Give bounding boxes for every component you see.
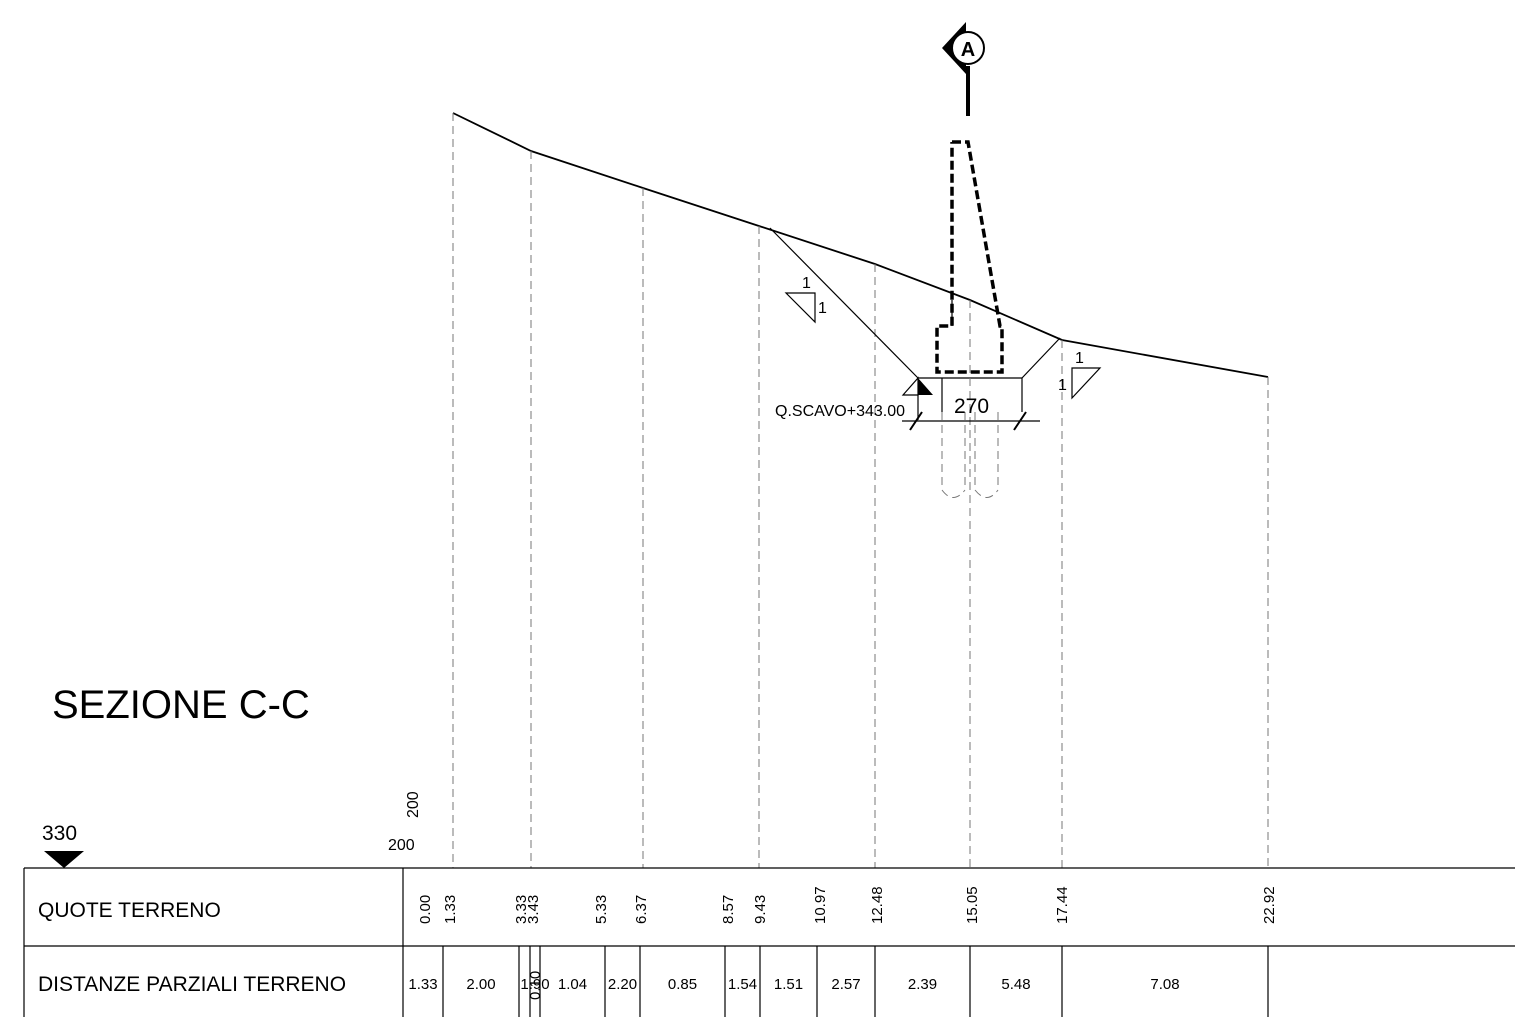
quote-values: 0.00 1.33 3.333.43 5.33 6.37 8.57 9.43 10.97 12.…: [417, 886, 1278, 924]
section-marker: A: [942, 22, 985, 116]
distance-separators: [442, 946, 1269, 1017]
quote-value: 12.48: [869, 886, 886, 924]
distance-value: 1.51: [774, 976, 803, 993]
distance-value: 7.08: [1150, 976, 1179, 993]
quote-value: 1.33: [442, 895, 459, 924]
distance-value: 0.85: [668, 976, 697, 993]
distance-value: 0.10: [527, 971, 544, 1000]
pile-outline: [941, 300, 999, 505]
width-dimension: 270: [902, 395, 1040, 431]
row-label-distanze: DISTANZE PARZIALI TERRENO: [38, 973, 346, 996]
quote-value: 17.44: [1054, 886, 1071, 924]
row-label-quote: QUOTE TERRENO: [38, 899, 221, 922]
distance-value: 5.48: [1001, 976, 1030, 993]
distance-values: 1.33 2.00 0.101.90 1.04 2.20 0.85 1.54 1.51 2.57…: [408, 971, 1179, 1000]
distance-value: 2.00: [466, 976, 495, 993]
quote-value: 8.57: [720, 895, 737, 924]
quote-value: 3.43: [525, 895, 542, 924]
excavation-level-marker: Q.SCAVO+343.00: [775, 376, 933, 420]
slope-left-top: 1: [802, 275, 811, 292]
distance-value: 2.20: [608, 976, 637, 993]
ground-profile: [452, 112, 1269, 378]
slope-symbol-left: 1 1: [784, 275, 827, 324]
scale-vertical: 200: [405, 791, 422, 818]
distance-value: 1.54: [728, 976, 757, 993]
distance-value: 2.57: [831, 976, 860, 993]
excavation-label: Q.SCAVO+343.00: [775, 403, 905, 420]
distance-value: 2.39: [908, 976, 937, 993]
quote-value: 5.33: [593, 895, 610, 924]
quote-value: 22.92: [1261, 886, 1278, 924]
pylon-outline: [935, 140, 1004, 374]
reference-elevation-value: 330: [42, 822, 77, 845]
quote-value: 3.33: [513, 895, 530, 924]
slope-left-side: 1: [818, 300, 827, 317]
distance-value: 1.04: [558, 976, 587, 993]
marker-letter: A: [961, 39, 975, 61]
width-label: 270: [954, 395, 989, 418]
quote-value: 0.00: [417, 895, 434, 924]
distance-value: 1.90: [520, 976, 549, 993]
slope-symbol-right: 1 1: [1058, 350, 1102, 400]
excavation-outline: [769, 227, 1061, 412]
section-title: SEZIONE C-C: [52, 683, 310, 727]
reference-elevation: 330 200 200: [42, 791, 422, 868]
quote-value: 9.43: [752, 895, 769, 924]
scale-horizontal: 200: [388, 837, 415, 854]
distance-value: 1.33: [408, 976, 437, 993]
quote-value: 15.05: [964, 886, 981, 924]
station-lines: [452, 113, 1269, 868]
data-table-grid: [23, 867, 1515, 1017]
quote-value: 6.37: [633, 895, 650, 924]
quote-value: 10.97: [812, 886, 829, 924]
slope-right-side: 1: [1058, 377, 1067, 394]
slope-right-top: 1: [1075, 350, 1084, 367]
